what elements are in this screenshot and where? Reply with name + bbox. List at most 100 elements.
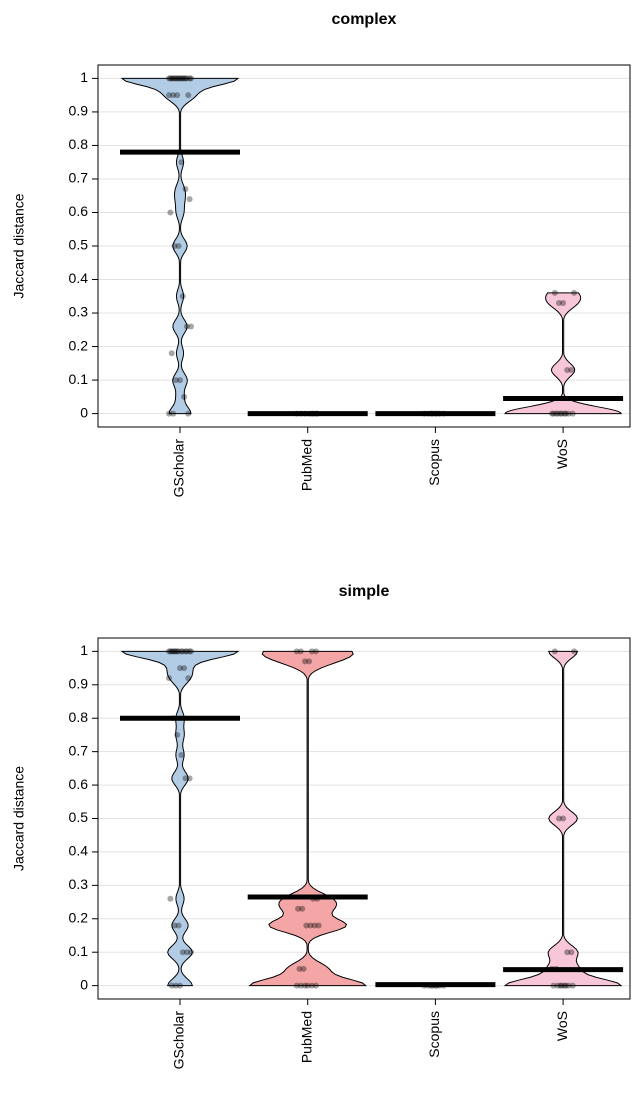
point — [571, 289, 578, 296]
point — [172, 648, 179, 655]
point — [188, 323, 194, 330]
point — [185, 675, 192, 682]
point — [179, 293, 186, 300]
point — [171, 75, 178, 82]
point — [555, 815, 562, 822]
point — [306, 658, 313, 665]
point — [557, 410, 564, 417]
point — [571, 648, 578, 655]
point — [178, 751, 185, 758]
point — [172, 377, 179, 384]
point — [168, 350, 175, 357]
point — [304, 982, 311, 989]
y-tick-label: 0.8 — [69, 709, 89, 725]
point — [569, 410, 576, 417]
violin — [120, 650, 240, 987]
point — [183, 323, 190, 330]
point — [182, 775, 189, 782]
point — [179, 949, 186, 956]
point — [568, 367, 575, 374]
x-tick-label: WoS — [554, 1011, 570, 1041]
point — [555, 299, 562, 306]
point — [560, 299, 567, 306]
point — [174, 648, 181, 655]
point — [182, 75, 189, 82]
point — [186, 75, 193, 82]
violin — [120, 77, 240, 415]
point — [549, 410, 556, 417]
y-tick-label: 1 — [80, 69, 88, 85]
point — [307, 922, 314, 929]
point — [186, 775, 193, 782]
point — [553, 410, 560, 417]
point — [178, 648, 185, 655]
y-tick-label: 0 — [80, 976, 88, 992]
point — [297, 982, 304, 989]
y-tick-label: 0.7 — [69, 742, 89, 758]
x-tick-label: PubMed — [298, 439, 314, 491]
point — [166, 675, 172, 682]
y-tick-label: 0.1 — [69, 943, 89, 959]
point — [188, 648, 194, 655]
point — [166, 648, 172, 655]
y-tick-label: 0 — [80, 404, 88, 420]
point — [167, 895, 174, 902]
point — [177, 75, 183, 82]
point — [172, 75, 179, 82]
point — [295, 905, 302, 912]
point — [177, 982, 183, 989]
y-tick-label: 0.6 — [69, 203, 89, 219]
point — [308, 982, 315, 989]
y-tick-label: 0.5 — [69, 237, 89, 253]
point — [168, 75, 175, 82]
violin — [504, 292, 623, 415]
point — [560, 815, 567, 822]
point — [558, 982, 565, 989]
point — [170, 648, 177, 655]
y-tick-label: 0.3 — [69, 304, 89, 320]
point — [174, 75, 181, 82]
plot-frame — [97, 637, 631, 1000]
point — [300, 965, 307, 972]
point — [171, 648, 178, 655]
point — [565, 982, 572, 989]
point — [550, 410, 557, 417]
point — [170, 75, 177, 82]
x-tick-label: WoS — [554, 439, 570, 469]
y-tick-label: 0.2 — [69, 337, 89, 353]
point — [308, 648, 315, 655]
point — [568, 949, 575, 956]
point — [554, 982, 561, 989]
point — [182, 648, 189, 655]
y-tick-label: 0.3 — [69, 876, 89, 892]
point — [166, 92, 172, 99]
point — [181, 393, 188, 400]
point — [562, 410, 569, 417]
point — [551, 648, 558, 655]
point — [188, 75, 194, 82]
point — [181, 75, 188, 82]
point — [303, 922, 310, 929]
point — [299, 905, 306, 912]
point — [168, 648, 175, 655]
y-tick-label: 0.4 — [69, 270, 89, 286]
point — [175, 75, 182, 82]
x-tick-label: PubMed — [298, 1011, 314, 1063]
point — [561, 410, 568, 417]
point — [171, 922, 178, 929]
point — [312, 648, 319, 655]
y-tick-label: 0.9 — [69, 103, 89, 119]
point — [182, 186, 189, 193]
point — [170, 410, 177, 417]
point — [301, 982, 308, 989]
point — [188, 949, 194, 956]
point — [175, 922, 182, 929]
point — [293, 982, 300, 989]
point — [170, 92, 177, 99]
point — [554, 410, 561, 417]
point — [301, 658, 308, 665]
y-tick-label: 0.7 — [69, 170, 89, 186]
y-tick-label: 0.4 — [69, 843, 89, 859]
x-tick-label: Scopus — [426, 439, 442, 486]
y-tick-label: 0.6 — [69, 776, 89, 792]
